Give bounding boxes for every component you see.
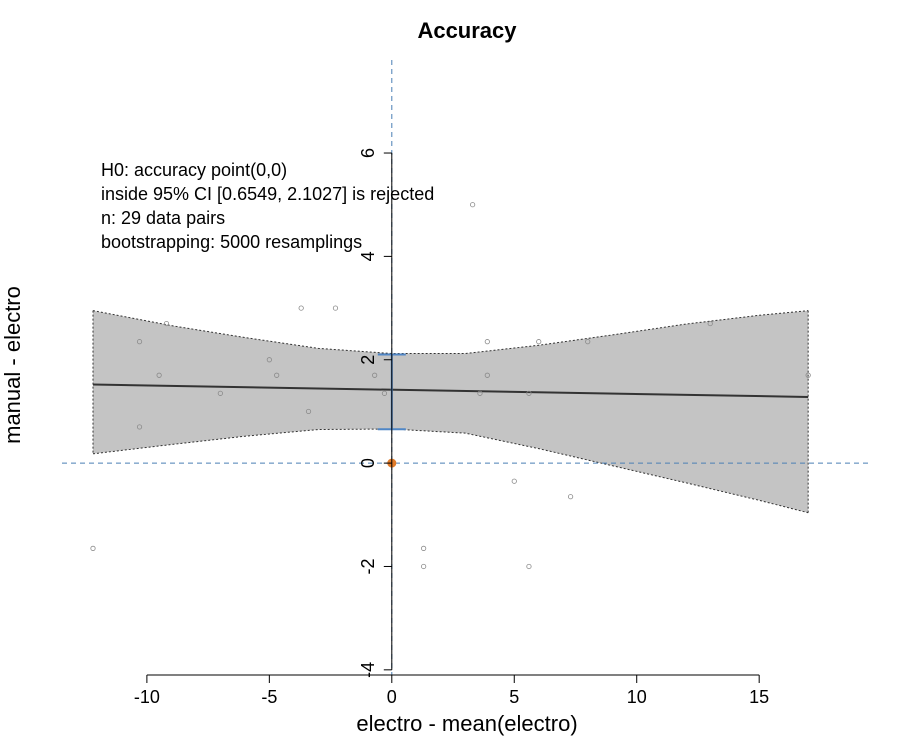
x-tick-label-3: 5 <box>509 687 519 707</box>
regression-line <box>92 383 809 398</box>
confidence-band-upper <box>92 310 809 355</box>
x-tick-label-5: 15 <box>749 687 769 707</box>
x-axis-label: electro - mean(electro) <box>356 711 577 736</box>
data-point-15 <box>470 202 476 208</box>
data-point-9 <box>305 408 312 415</box>
data-point-25 <box>707 320 713 327</box>
data-point-10 <box>332 305 339 311</box>
y-tick-label-0: -4 <box>358 662 378 678</box>
data-point-0 <box>90 545 96 551</box>
data-point-2 <box>136 424 143 430</box>
data-point-4 <box>156 372 162 378</box>
y-tick-label-5: 6 <box>358 148 378 158</box>
x-tick-label-4: 10 <box>627 687 647 707</box>
data-point-12 <box>381 390 388 396</box>
data-point-23 <box>567 494 574 500</box>
data-point-13 <box>421 545 427 551</box>
annotation-h0: H0: accuracy point(0,0) <box>101 160 287 180</box>
data-point-8 <box>298 305 304 311</box>
data-point-21 <box>526 563 532 570</box>
data-point-16 <box>477 390 483 396</box>
data-point-11 <box>372 372 378 378</box>
data-point-26 <box>805 372 811 378</box>
data-point-17 <box>484 339 490 345</box>
annotation-bootstrap: bootstrapping: 5000 resamplings <box>101 232 362 252</box>
y-tick-label-2: 0 <box>358 458 378 468</box>
annotation-n: n: 29 data pairs <box>101 208 225 228</box>
data-point-3 <box>163 320 170 327</box>
y-tick-label-3: 2 <box>358 355 378 365</box>
confidence-band-lower <box>92 428 809 514</box>
x-tick-label-2: 0 <box>387 687 397 707</box>
data-point-14 <box>421 563 427 570</box>
data-point-6 <box>266 357 272 363</box>
y-axis-label: manual - electro <box>0 286 25 444</box>
y-tick-label-4: 4 <box>358 251 378 261</box>
data-point-5 <box>217 390 223 396</box>
data-point-19 <box>511 478 517 484</box>
annotation-block: H0: accuracy point(0,0) inside 95% CI [0… <box>101 160 434 252</box>
confidence-band <box>93 310 809 513</box>
data-point-20 <box>526 390 532 396</box>
data-point-22 <box>536 339 542 345</box>
y-tick-label-1: -2 <box>358 558 378 574</box>
data-point-24 <box>585 339 591 345</box>
x-tick-label-0: -10 <box>134 687 160 707</box>
data-point-1 <box>136 339 143 345</box>
annotation-ci: inside 95% CI [0.6549, 2.1027] is reject… <box>101 184 434 204</box>
data-point-18 <box>484 372 490 378</box>
chart-title: Accuracy <box>417 18 517 43</box>
data-point-7 <box>274 372 280 378</box>
x-tick-label-1: -5 <box>261 687 277 707</box>
